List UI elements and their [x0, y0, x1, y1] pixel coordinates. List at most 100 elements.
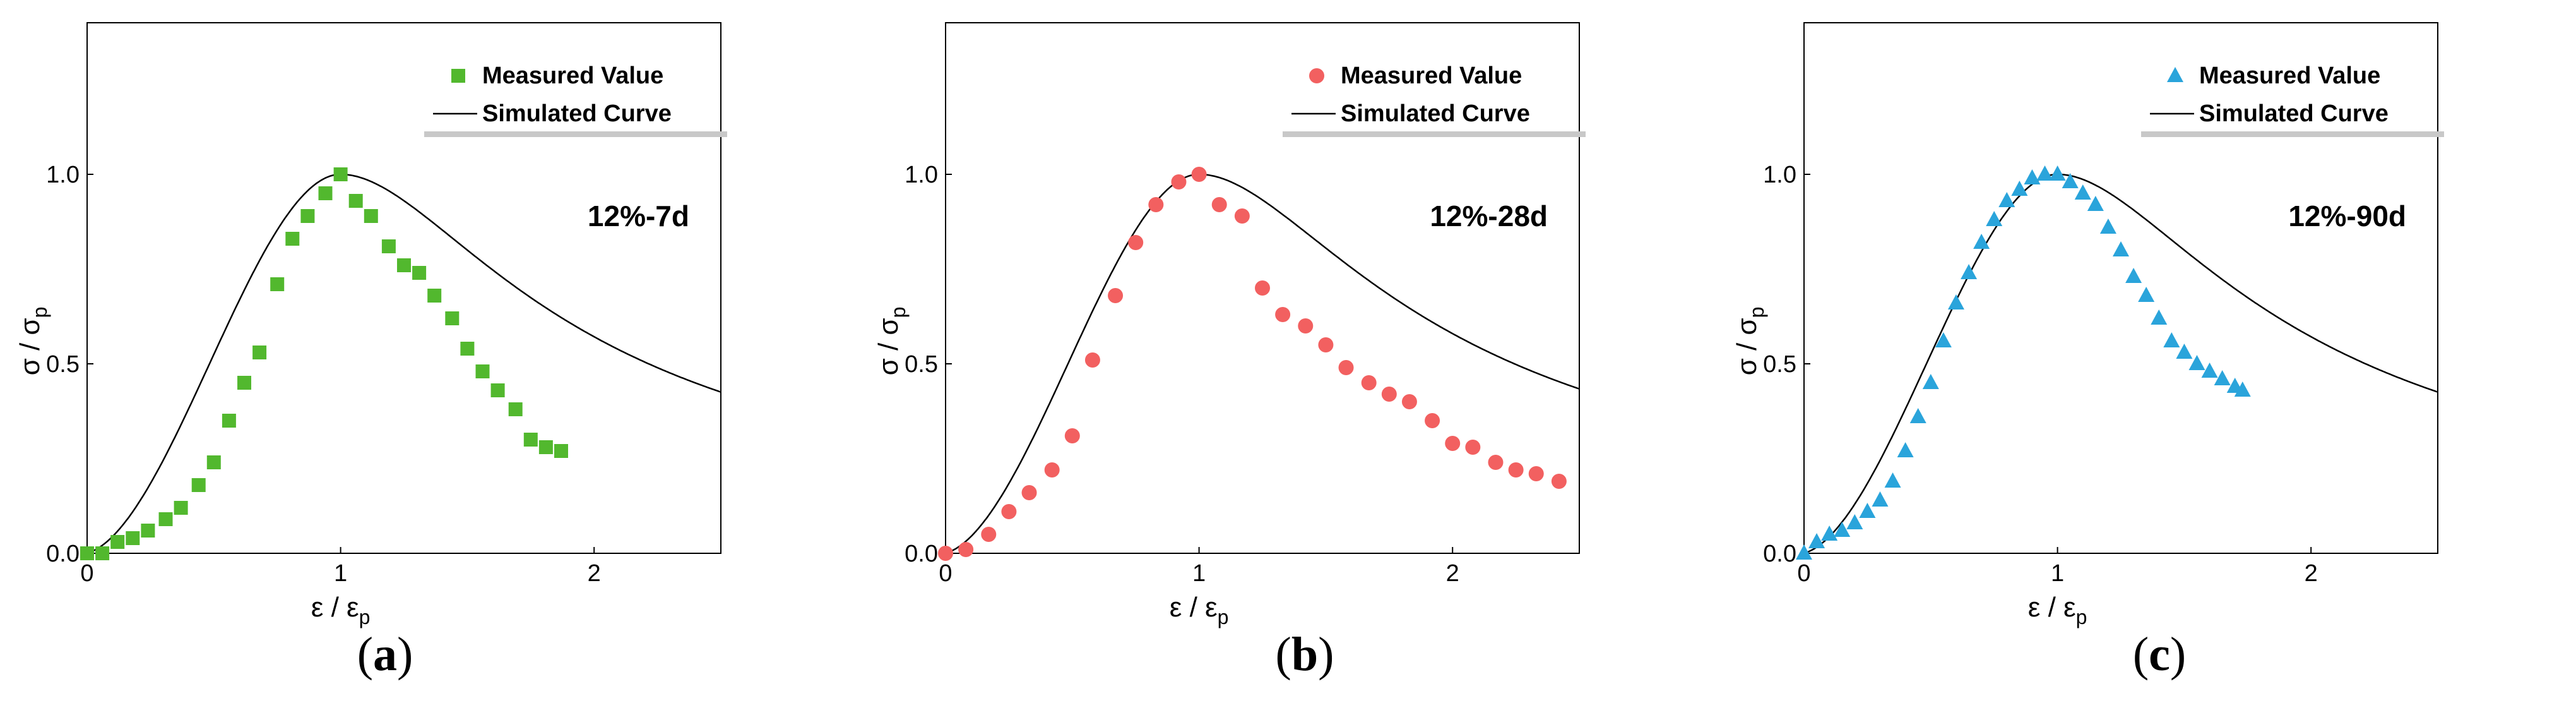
data-point — [427, 289, 442, 303]
caption-close: ) — [2169, 628, 2187, 681]
data-point — [1872, 491, 1889, 507]
data-point — [2062, 173, 2079, 188]
x-tick-label: 1 — [2051, 560, 2064, 587]
data-point — [397, 258, 411, 272]
data-point — [1381, 387, 1397, 402]
panel-caption-b: (b) — [1210, 630, 1399, 678]
legend-marker — [451, 69, 465, 83]
data-point — [1128, 235, 1144, 250]
data-point — [206, 455, 221, 469]
data-point — [110, 535, 125, 549]
y-axis-label-main: σ / σ — [15, 318, 45, 375]
data-point — [1508, 462, 1524, 478]
panel-caption-a: (a) — [290, 630, 480, 678]
chart-panel-b: 0 1 2 0.0 0.5 1.0 ε / εp σ / σp Measured Value Si… — [858, 0, 1717, 703]
data-point — [270, 277, 285, 291]
data-point — [1488, 455, 1504, 470]
data-point — [538, 440, 553, 454]
data-point — [158, 512, 173, 526]
y-axis-label-sub: p — [1745, 307, 1768, 318]
data-point — [2201, 363, 2218, 378]
data-point — [1338, 360, 1354, 375]
data-point — [141, 524, 155, 538]
data-point — [2138, 287, 2155, 302]
simulated-curve — [945, 173, 1580, 555]
data-point — [2049, 165, 2066, 181]
data-point — [1973, 234, 1990, 249]
simulated-curve — [86, 173, 721, 555]
x-axis-ticks: 0 1 2 — [1797, 547, 2318, 587]
legend: Measured Value Simulated Curve — [2141, 63, 2444, 137]
data-point — [2188, 355, 2205, 370]
data-point — [1171, 174, 1187, 189]
data-point — [981, 527, 997, 542]
data-point — [2234, 382, 2251, 397]
data-point — [2099, 219, 2116, 234]
x-axis-ticks: 0 1 2 — [80, 547, 601, 587]
legend-marker — [1309, 68, 1324, 83]
data-point — [285, 232, 300, 246]
x-tick-label: 0 — [80, 560, 93, 587]
data-point — [1961, 264, 1978, 279]
x-tick-label: 1 — [1192, 560, 1206, 587]
data-point — [364, 209, 378, 223]
data-point — [1021, 485, 1037, 500]
plot-frame — [945, 22, 1580, 554]
x-axis-label-main: ε / ε — [2028, 592, 2076, 623]
y-axis-ticks: 0.0 0.5 1.0 — [905, 162, 952, 567]
data-point — [523, 433, 538, 447]
y-tick-label: 0.5 — [1763, 351, 1796, 378]
data-point — [174, 501, 188, 515]
x-axis-label: ε / εp — [2028, 592, 2087, 628]
data-point — [2011, 181, 2028, 196]
data-point — [252, 345, 267, 359]
data-point — [1445, 436, 1461, 451]
legend: Measured Value Simulated Curve — [424, 63, 727, 137]
data-point — [508, 402, 523, 416]
data-point — [1255, 280, 1270, 296]
data-point — [1084, 352, 1100, 368]
data-point — [2087, 196, 2104, 211]
data-point — [445, 311, 460, 325]
data-point — [1148, 197, 1164, 212]
data-point — [237, 376, 251, 390]
data-point — [1191, 167, 1207, 182]
panel-caption-c: (c) — [2065, 630, 2254, 678]
y-tick-label: 0.0 — [1763, 541, 1796, 567]
data-point — [554, 444, 568, 458]
data-point — [412, 266, 427, 280]
data-point — [1551, 474, 1567, 489]
x-axis-label: ε / εp — [1170, 592, 1229, 628]
legend-measured-label: Measured Value — [1341, 63, 1522, 89]
chart-panel-c: 0 1 2 0.0 0.5 1.0 ε / εp σ / σp Measured Value Si… — [1717, 0, 2575, 703]
data-point — [1998, 192, 2015, 207]
legend-marker — [2167, 67, 2183, 82]
simulated-curve — [1803, 173, 2438, 555]
y-tick-label: 0.0 — [905, 541, 938, 567]
x-tick-label: 0 — [1797, 560, 1810, 587]
data-point — [1318, 337, 1334, 352]
data-point — [300, 209, 315, 223]
legend-shadow — [1283, 131, 1586, 137]
y-tick-label: 1.0 — [905, 162, 938, 188]
data-point — [1846, 514, 1863, 529]
y-tick-label: 1.0 — [1763, 162, 1796, 188]
data-point — [1796, 544, 1812, 560]
data-point — [1064, 428, 1080, 443]
data-point — [1884, 472, 1901, 488]
caption-letter: a — [373, 628, 397, 681]
x-tick-label: 2 — [588, 560, 601, 587]
data-point — [460, 342, 475, 356]
data-point — [381, 239, 396, 253]
legend-simulated-label: Simulated Curve — [482, 100, 672, 127]
data-point — [1859, 503, 1876, 518]
data-point — [2214, 370, 2231, 385]
caption-open: ( — [2132, 628, 2149, 681]
y-axis-ticks: 0.0 0.5 1.0 — [1763, 162, 1810, 567]
data-point — [1947, 294, 1964, 309]
data-point — [1528, 466, 1544, 481]
y-axis-label: σ / σp — [873, 307, 910, 376]
y-tick-label: 0.5 — [46, 351, 80, 378]
x-axis-label: ε / εp — [311, 592, 371, 628]
